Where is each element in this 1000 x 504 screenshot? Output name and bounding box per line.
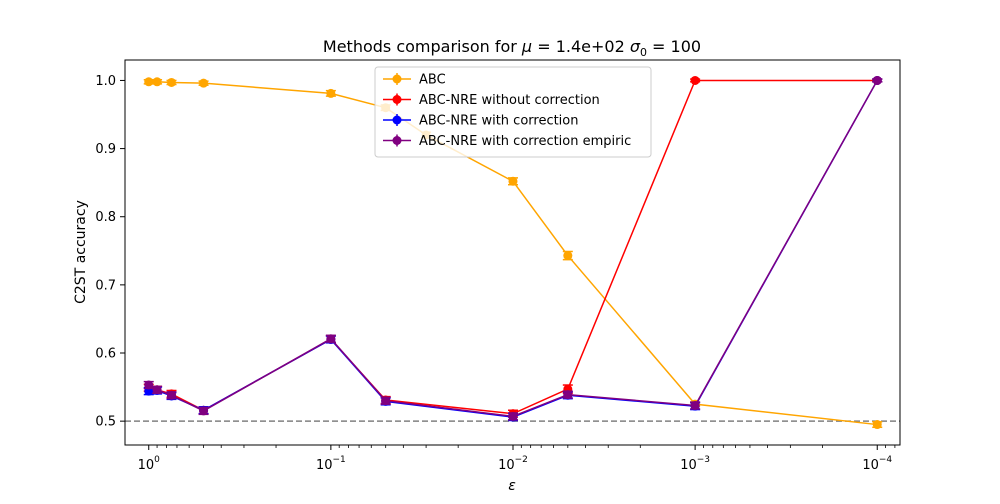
data-point bbox=[381, 396, 391, 406]
x-tick-label: 10−3 bbox=[680, 455, 710, 473]
legend-swatch-marker bbox=[392, 95, 402, 104]
legend-item: ABC-NRE with correction bbox=[383, 114, 579, 129]
data-point bbox=[152, 77, 162, 87]
data-point bbox=[326, 88, 336, 98]
data-point bbox=[144, 380, 154, 390]
legend-item: ABC-NRE without correction bbox=[383, 93, 600, 108]
legend-label: ABC-NRE with correction bbox=[419, 114, 579, 129]
x-tick-label: 10−4 bbox=[862, 455, 892, 473]
series-line bbox=[148, 80, 878, 418]
y-tick-label: 1.0 bbox=[95, 74, 116, 89]
legend-swatch-marker bbox=[392, 115, 402, 125]
data-point bbox=[508, 411, 518, 421]
legend-label: ABC-NRE without correction bbox=[419, 93, 600, 108]
data-point bbox=[326, 334, 336, 344]
data-point bbox=[563, 390, 573, 400]
y-tick-label: 0.8 bbox=[95, 210, 116, 225]
data-point bbox=[152, 385, 162, 395]
series-4 bbox=[143, 75, 883, 421]
y-tick-label: 0.9 bbox=[95, 142, 116, 157]
data-point bbox=[872, 420, 882, 430]
y-axis-label: C2ST accuracy bbox=[73, 200, 89, 304]
data-point bbox=[508, 176, 518, 186]
legend-item: ABC bbox=[383, 73, 446, 88]
y-tick-label: 0.6 bbox=[95, 347, 116, 362]
data-point bbox=[144, 77, 154, 87]
axes: 100 10−1 10−2 10−3 10−4 0.5 0.6 0.7 0.8 0.9 1.0 bbox=[95, 74, 896, 473]
data-point bbox=[690, 400, 700, 410]
data-point bbox=[166, 77, 176, 87]
legend-swatch-marker bbox=[392, 136, 402, 145]
x-tick-label: 10−2 bbox=[498, 455, 528, 473]
data-point bbox=[199, 406, 209, 416]
y-tick-label: 0.5 bbox=[95, 415, 116, 430]
chart-title: Methods comparison for μ = 1.4e+02 σ0 = … bbox=[323, 37, 701, 59]
x-tick-label: 100 bbox=[138, 455, 161, 473]
legend-item: ABC-NRE with correction empiric bbox=[383, 134, 631, 149]
y-tick-label: 0.7 bbox=[95, 278, 116, 293]
data-point bbox=[199, 78, 209, 88]
data-point bbox=[563, 251, 573, 261]
legend-label: ABC bbox=[419, 73, 446, 88]
legend-box bbox=[374, 66, 652, 158]
data-point bbox=[166, 390, 176, 400]
data-point bbox=[872, 75, 882, 85]
x-axis-label: ε bbox=[508, 478, 516, 494]
legend: ABC ABC-NRE without correction ABC-NRE wit… bbox=[374, 66, 652, 158]
x-tick-label: 10−1 bbox=[316, 455, 346, 473]
data-point bbox=[690, 75, 700, 85]
legend-label: ABC-NRE with correction empiric bbox=[419, 134, 631, 149]
legend-swatch-marker bbox=[392, 74, 402, 84]
